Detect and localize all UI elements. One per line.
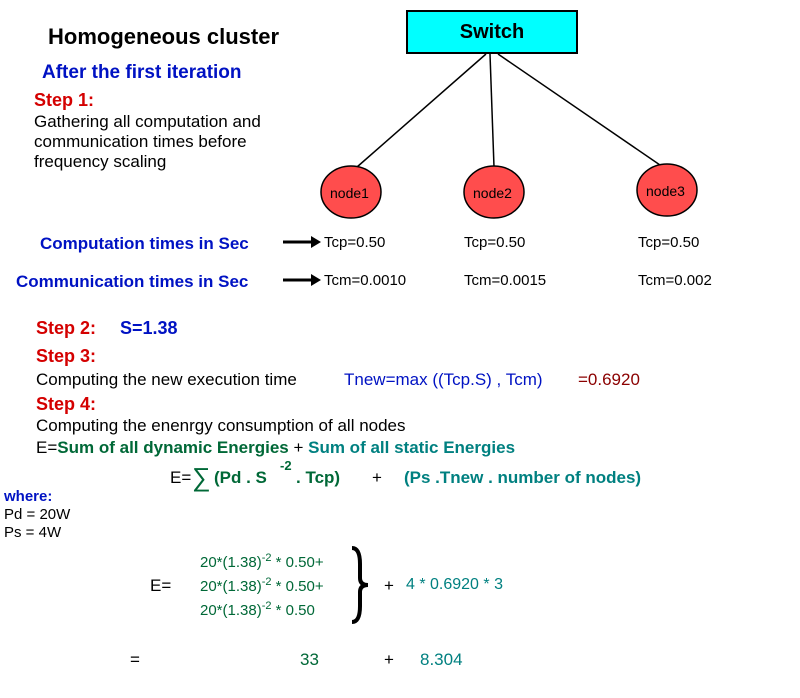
eq-prefix: E= xyxy=(36,438,57,457)
formula-plus: + xyxy=(372,468,382,488)
calc-line-c-tail: * 0.50 xyxy=(272,602,315,619)
calc-line-a-tail: * 0.50+ xyxy=(272,554,324,571)
step1-desc-l3: frequency scaling xyxy=(34,152,166,172)
calc-line-b-tail: * 0.50+ xyxy=(272,578,324,595)
plus-text: + xyxy=(289,438,308,457)
node1-tcm: Tcm=0.0010 xyxy=(324,272,406,289)
row-comm-label: Communication times in Sec xyxy=(16,272,248,292)
calc-line-a-exp: -2 xyxy=(262,552,272,564)
step3-formula: Tnew=max ((Tcp.S) , Tcm) xyxy=(344,370,543,390)
formula-dyn-exp: -2 xyxy=(280,458,292,473)
step1-desc-l1: Gathering all computation and xyxy=(34,112,261,132)
result-eq: = xyxy=(130,650,140,670)
calc-line-b-base: 20*(1.38) xyxy=(200,578,262,595)
calc-line-c-base: 20*(1.38) xyxy=(200,602,262,619)
result-plus: + xyxy=(384,650,394,670)
where-pd: Pd = 20W xyxy=(4,506,70,523)
formula-prefix: E= xyxy=(170,468,191,488)
step2-label: Step 2: xyxy=(36,318,96,339)
arrow-icon xyxy=(283,272,323,288)
calc-line-c-exp: -2 xyxy=(262,600,272,612)
brace-icon xyxy=(350,546,372,624)
where-label: where: xyxy=(4,488,52,505)
result-stat: 8.304 xyxy=(420,650,463,670)
step3-label: Step 3: xyxy=(36,346,96,367)
calc-stat: 4 * 0.6920 * 3 xyxy=(406,576,503,594)
step3-result: =0.6920 xyxy=(578,370,640,390)
calc-line-b: 20*(1.38)-2 * 0.50+ xyxy=(200,576,324,595)
step4-label: Step 4: xyxy=(36,394,96,415)
node1-label: node1 xyxy=(330,185,369,201)
step1-desc-l2: communication times before xyxy=(34,132,247,152)
node3-tcm: Tcm=0.002 xyxy=(638,272,712,289)
dyn-energies-label: Sum of all dynamic Energies xyxy=(57,438,288,457)
calc-line-c: 20*(1.38)-2 * 0.50 xyxy=(200,600,315,619)
formula-stat: (Ps .Tnew . number of nodes) xyxy=(404,468,641,488)
where-ps: Ps = 4W xyxy=(4,524,61,541)
node2-label: node2 xyxy=(473,185,512,201)
formula-dyn-b: . Tcp) xyxy=(296,468,340,488)
step2-value: S=1.38 xyxy=(120,318,178,339)
calc-line-b-exp: -2 xyxy=(262,576,272,588)
node1-tcp: Tcp=0.50 xyxy=(324,234,385,251)
result-dyn: 33 xyxy=(300,650,319,670)
step4-eq-line: E=Sum of all dynamic Energies + Sum of a… xyxy=(36,438,515,458)
node2-tcm: Tcm=0.0015 xyxy=(464,272,546,289)
stat-energies-label: Sum of all static Energies xyxy=(308,438,515,457)
node3-tcp: Tcp=0.50 xyxy=(638,234,699,251)
calc-prefix: E= xyxy=(150,576,171,596)
formula-dyn-a: (Pd . S xyxy=(214,468,267,488)
calc-line-a-base: 20*(1.38) xyxy=(200,554,262,571)
step4-desc: Computing the enenrgy consumption of all… xyxy=(36,416,406,436)
node3-label: node3 xyxy=(646,183,685,199)
calc-plus: + xyxy=(384,576,394,596)
row-comp-label: Computation times in Sec xyxy=(40,234,249,254)
node2-tcp: Tcp=0.50 xyxy=(464,234,525,251)
arrow-icon xyxy=(283,234,323,250)
sigma-icon: ∑ xyxy=(192,462,211,493)
step3-desc: Computing the new execution time xyxy=(36,370,297,390)
step1-label: Step 1: xyxy=(34,90,94,111)
calc-line-a: 20*(1.38)-2 * 0.50+ xyxy=(200,552,324,571)
